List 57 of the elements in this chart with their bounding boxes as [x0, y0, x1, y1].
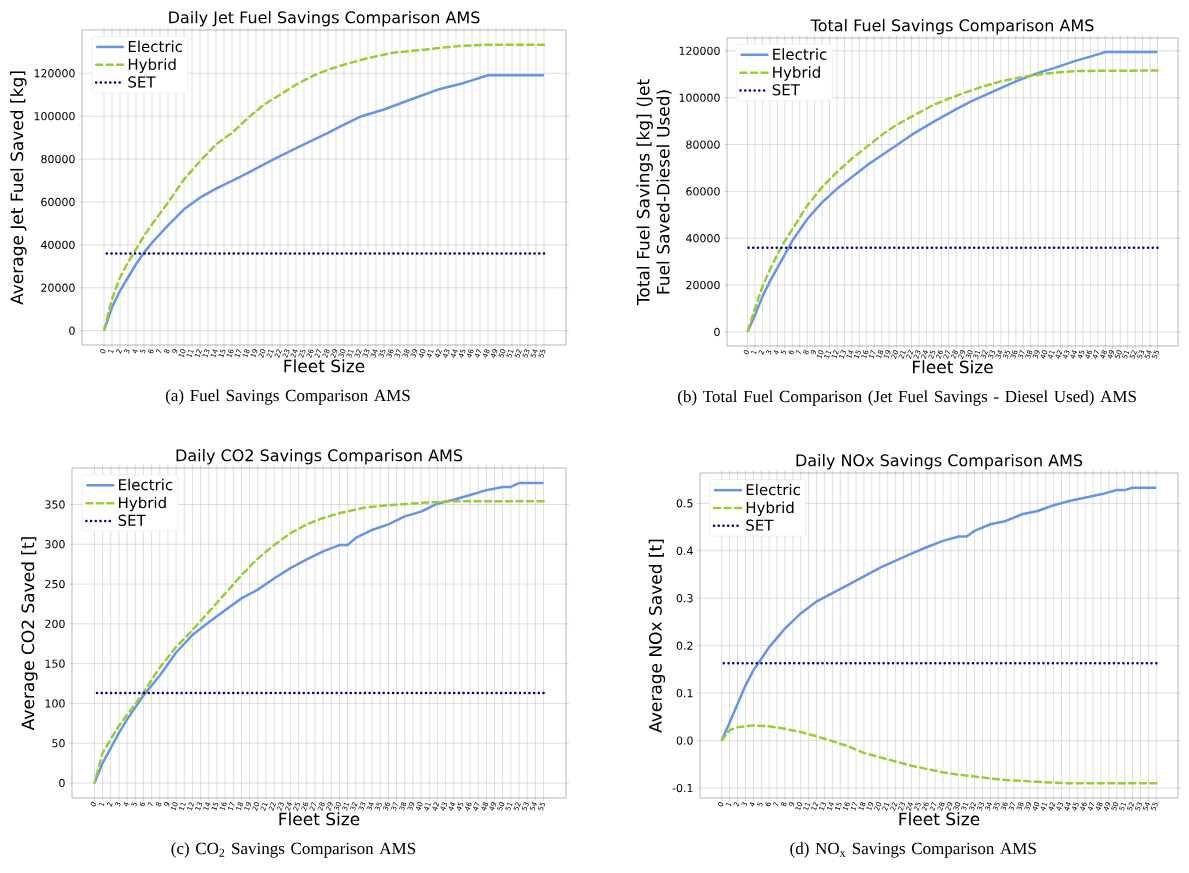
y-axis-title: Average CO2 Saved [t]: [21, 537, 38, 731]
y-tick-label: 120000: [679, 46, 720, 55]
y-tick-label: 150: [45, 659, 65, 668]
legend-label: Electric: [746, 483, 800, 496]
legend-label: Electric: [773, 48, 827, 60]
y-tick-label: 300: [45, 540, 65, 549]
y-tick-label: 80000: [41, 154, 75, 164]
text: (b) Total Fuel Comparison (Jet Fuel Savings - Diesel Used) AMS: [678, 390, 1136, 406]
y-tick-label: 0.3: [676, 594, 693, 603]
legend-label: SET: [128, 76, 156, 88]
x-axis-title: Fleet Size: [279, 812, 360, 826]
chart-title: Daily CO2 Savings Comparison AMS: [176, 448, 463, 465]
y-tick-label: 200: [45, 619, 65, 629]
legend-label: SET: [746, 519, 774, 531]
legend-label: Electric: [119, 478, 173, 491]
y-tick-label: 250: [45, 579, 65, 589]
y-tick-label: 60000: [686, 187, 720, 196]
y-tick-label: 0.4: [676, 546, 693, 555]
y-tick-label: 80000: [686, 140, 720, 149]
chart-title: Daily NOx Savings Comparison AMS: [796, 453, 1083, 470]
y-tick-label: 350: [45, 500, 65, 509]
y-tick-label: 100000: [679, 93, 720, 102]
y-axis-title: Total Fuel Savings [kg] (Jet Fuel Saved-Diesel Used): [636, 79, 672, 306]
y-tick-label: 0: [714, 327, 720, 337]
legend-label: Hybrid: [119, 496, 166, 512]
y-tick-label: 50: [52, 739, 65, 748]
y-tick-label: 0.1: [676, 688, 693, 698]
y-tick-label: 100: [45, 699, 65, 708]
text: (c) CO$_{2}$ Savings Comparison AMS: [171, 842, 416, 858]
y-tick-label: 40000: [686, 234, 720, 243]
x-axis-title: Fleet Size: [899, 812, 980, 826]
legend-label: Hybrid: [746, 501, 794, 517]
y-tick-label: 0.0: [676, 736, 693, 745]
y-tick-label: 60000: [41, 197, 75, 207]
y-tick-label: 0: [69, 326, 75, 335]
y-tick-label: 120000: [34, 69, 75, 78]
chart-title: Daily Jet Fuel Savings Comparison AMS: [169, 10, 480, 27]
legend-label: Hybrid: [128, 58, 176, 73]
chart-title: Total Fuel Savings Comparison AMS: [810, 18, 1094, 35]
legend-label: Electric: [128, 40, 183, 53]
y-tick-label: 40000: [41, 240, 75, 250]
legend-label: SET: [118, 514, 146, 526]
y-tick-label: 0.5: [676, 499, 693, 508]
legend-label: SET: [772, 84, 800, 96]
y-axis-title: Average Jet Fuel Saved [kg]: [10, 71, 27, 305]
y-tick-label: 0.2: [676, 641, 693, 650]
y-tick-label: 20000: [41, 283, 75, 292]
x-axis-title: Fleet Size: [284, 359, 365, 373]
text: (d) NO$_{x}$ Savings Comparison AMS: [790, 842, 1036, 858]
x-axis-title: Fleet Size: [912, 360, 993, 374]
y-tick-label: 100000: [34, 112, 75, 121]
y-axis-title: Average NOx Saved [t]: [648, 539, 666, 733]
y-tick-label: 0: [59, 778, 65, 788]
legend-label: Hybrid: [773, 66, 820, 81]
y-tick-label: -0.1: [672, 783, 693, 793]
text: (a) Fuel Savings Comparison AMS: [165, 389, 410, 405]
y-tick-label: 20000: [686, 280, 720, 290]
